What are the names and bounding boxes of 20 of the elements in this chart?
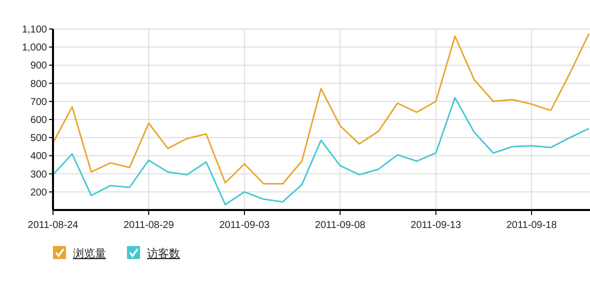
x-tick-label: 2011-09-18 [506, 220, 558, 231]
y-tick-label: 600 [30, 115, 48, 126]
y-tick-label: 400 [30, 151, 48, 162]
legend-label: 访客数 [147, 247, 180, 260]
y-tick-label: 500 [30, 133, 48, 144]
line-series [52, 32, 590, 185]
x-tick-label: 2011-08-29 [124, 220, 174, 231]
y-tick-label: 1,100 [22, 24, 48, 36]
y-tick-label: 300 [30, 169, 48, 180]
legend-label: 浏览量 [73, 247, 106, 260]
y-tick-label: 200 [30, 187, 48, 198]
y-tick-label: 1,000 [22, 42, 48, 54]
x-tick-label: 2011-09-13 [410, 220, 462, 231]
x-tick-label: 2011-09-08 [314, 220, 366, 231]
x-tick-label: 2011-09-03 [219, 220, 270, 231]
y-tick-label: 900 [30, 60, 48, 72]
y-tick-label: 700 [30, 96, 48, 108]
x-tick-label: 2011-08-24 [28, 220, 79, 231]
y-tick-label: 800 [30, 78, 48, 90]
line-series [52, 97, 590, 206]
